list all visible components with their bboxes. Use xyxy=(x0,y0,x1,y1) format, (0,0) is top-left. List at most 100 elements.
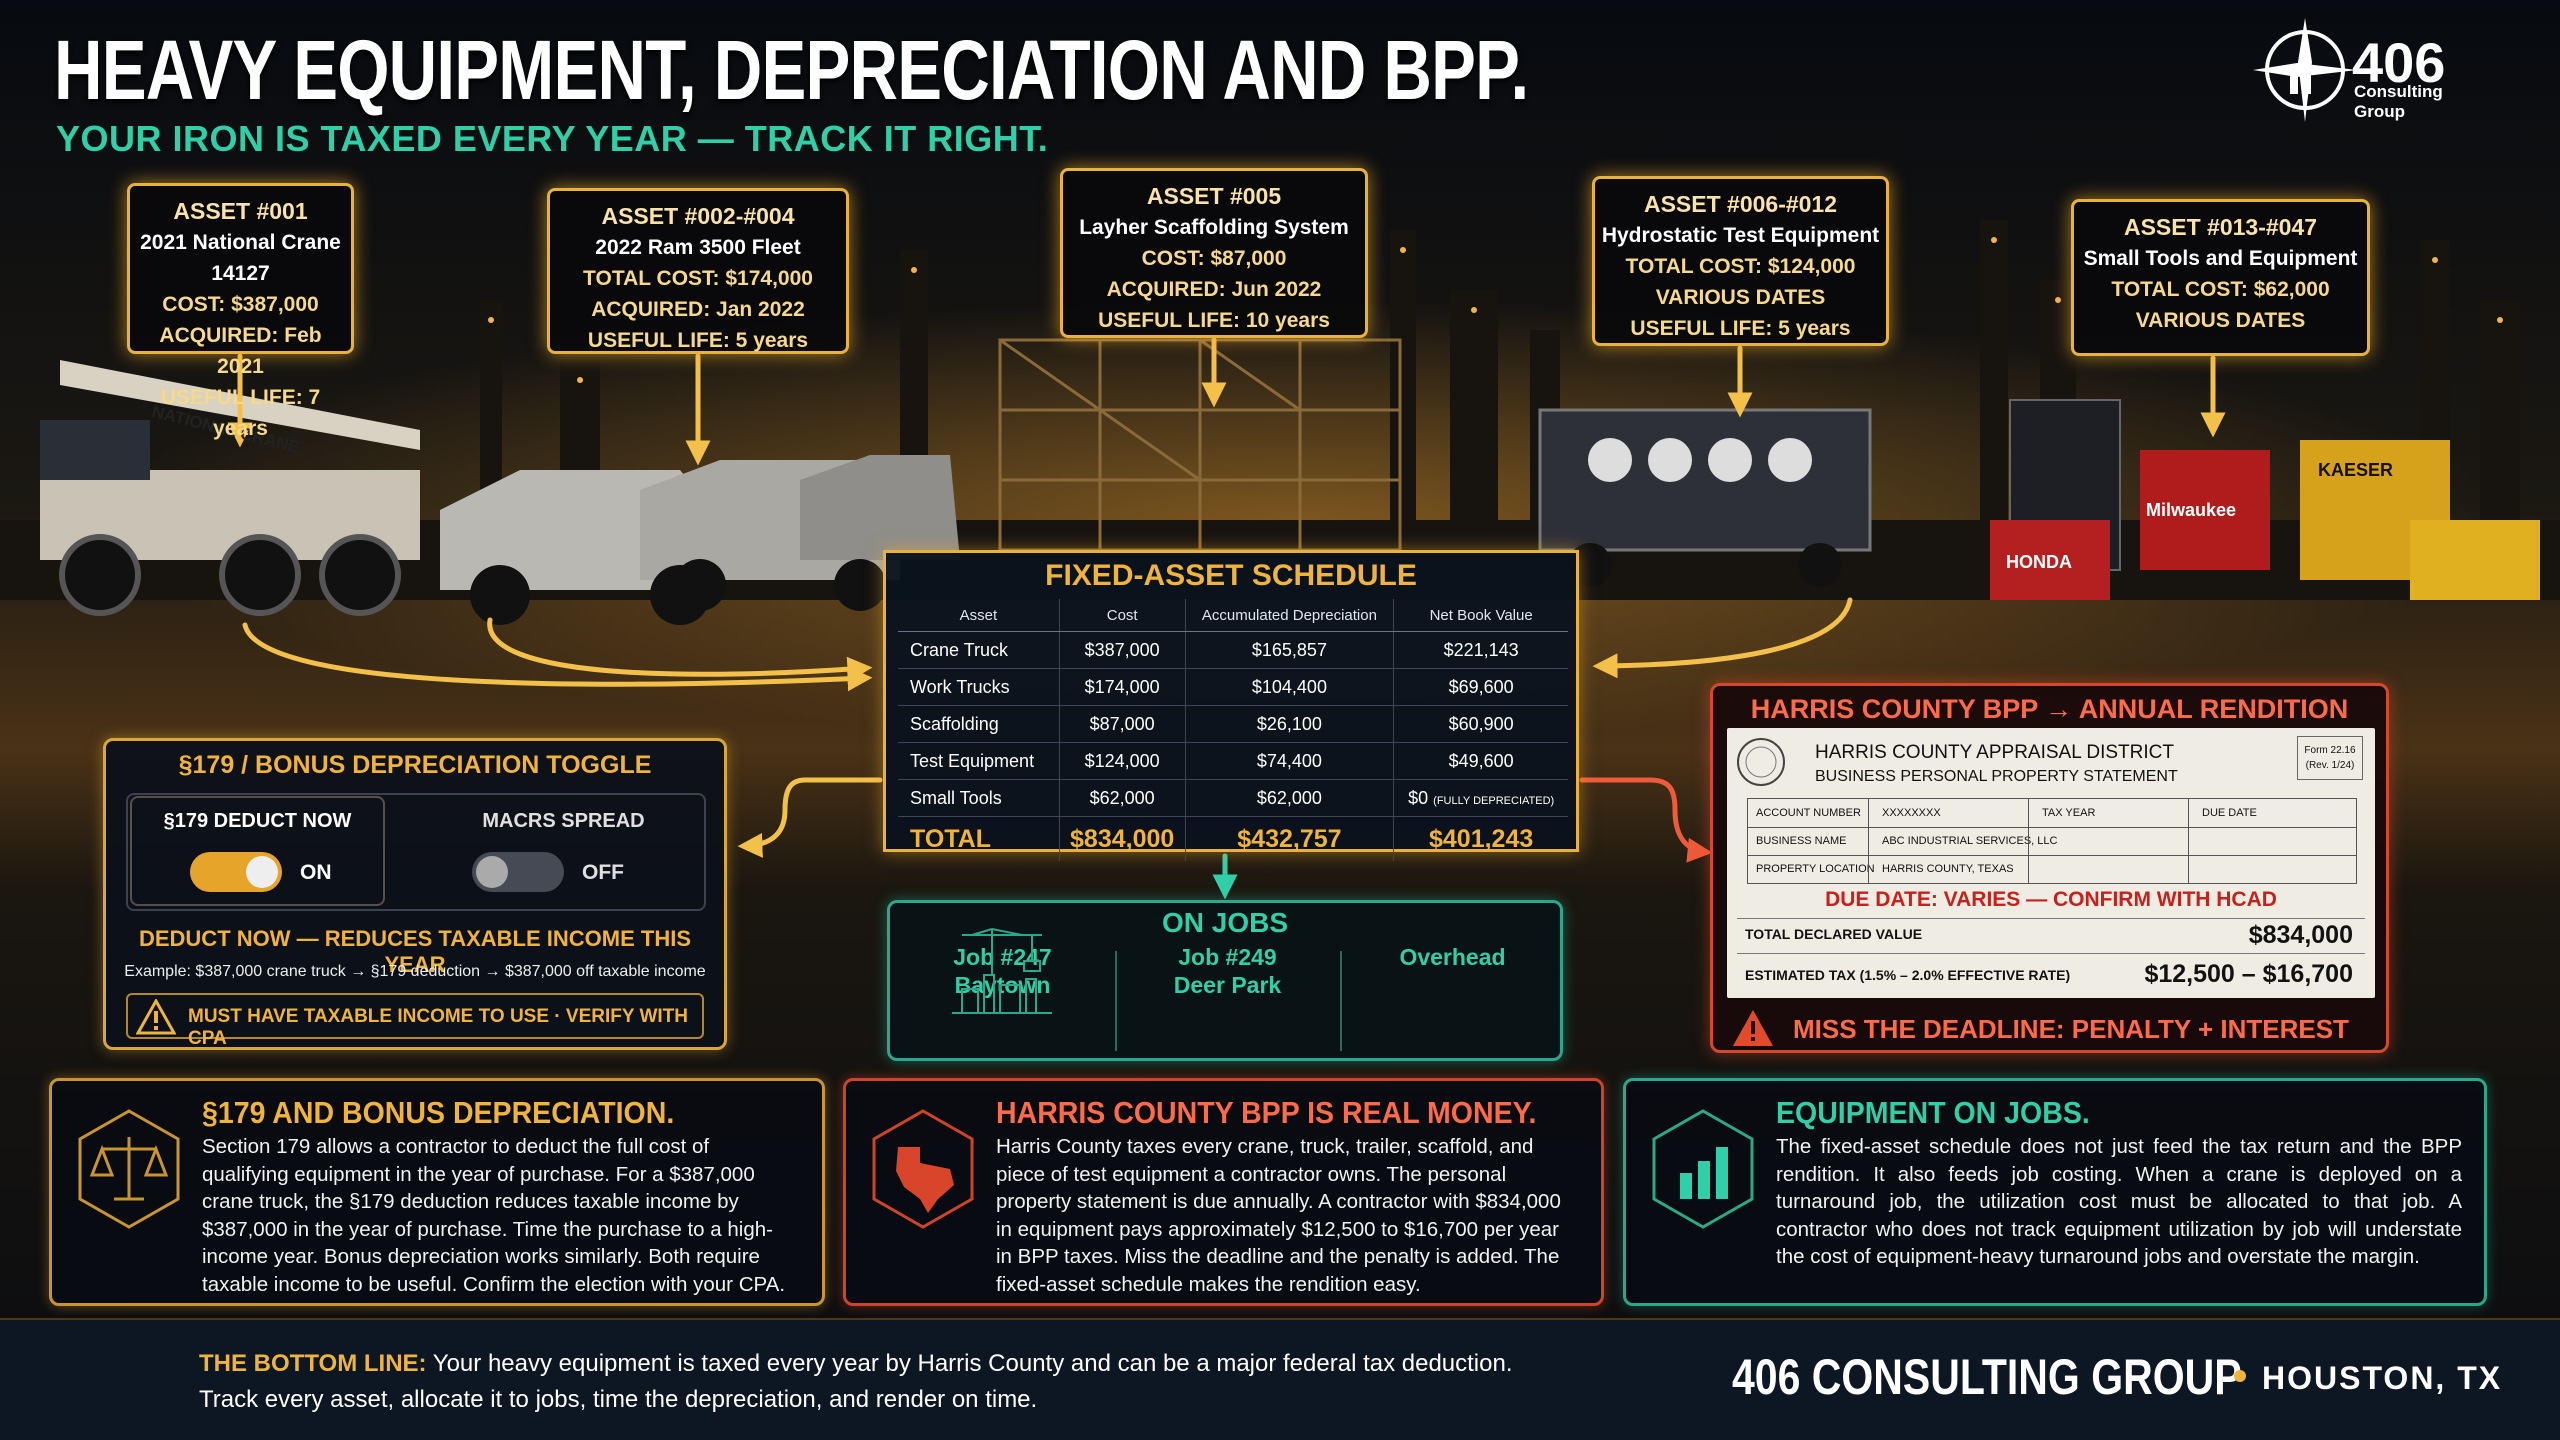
form-field: PROPERTY LOCATION xyxy=(1756,863,1875,875)
total-cell: $401,243 xyxy=(1393,816,1568,861)
compressor-label: KAESER xyxy=(2318,460,2394,480)
total-label: TOTAL DECLARED VALUE xyxy=(1745,926,1923,942)
info-card: HARRIS COUNTY BPP IS REAL MONEY. Harris … xyxy=(843,1078,1604,1306)
toggle-headline: DEDUCT NOW — REDUCES TAXABLE INCOME THIS… xyxy=(138,926,692,977)
footer-text: Track every asset, allocate it to jobs, … xyxy=(199,1386,1038,1413)
asset-detail: Layher Scaffolding System xyxy=(1079,216,1349,239)
toggle-option[interactable]: §179 DEDUCT NOW ON xyxy=(130,796,385,906)
toolbox-label: Milwaukee xyxy=(2146,500,2237,520)
switch-state: OFF xyxy=(582,861,624,884)
table-cell: $387,000 xyxy=(1058,631,1186,669)
form-rule xyxy=(1748,855,2356,856)
card-body: The fixed-asset schedule does not just f… xyxy=(1776,1135,2462,1268)
bpp-form: HARRIS COUNTY APPRAISAL DISTRICT BUSINES… xyxy=(1727,728,2375,998)
asset-detail: USEFUL LIFE: 7 years xyxy=(160,386,321,440)
asset-detail: 2022 Ram 3500 Fleet xyxy=(595,236,801,259)
table-row: Small Tools $62,000 $62,000 $0 (FULLY DEPRE… xyxy=(898,779,1568,817)
footer-text: Your heavy equipment is taxed every year… xyxy=(432,1350,1513,1377)
switch-state: ON xyxy=(300,861,332,884)
card-body: Harris County taxes every crane, truck, … xyxy=(996,1135,1561,1296)
page-title: HEAVY EQUIPMENT, DEPRECIATION AND BPP. xyxy=(54,23,1529,117)
switch-knob xyxy=(476,856,508,888)
table-row: Work Trucks $174,000 $104,400 $69,600 xyxy=(898,668,1568,706)
cell-text: Crane Truck xyxy=(910,639,1009,660)
option-label: MACRS SPREAD xyxy=(482,810,645,832)
form-rule xyxy=(1868,799,1869,883)
asset-detail: 2021 National Crane 14127 xyxy=(140,231,341,285)
logo-text: Consulting Group xyxy=(2354,82,2443,122)
test-equipment-illustration xyxy=(1538,408,1872,587)
toggle-option[interactable]: MACRS SPREAD OFF xyxy=(436,796,691,906)
refinery-lights xyxy=(488,237,2503,383)
table-cell: $87,000 xyxy=(1058,705,1186,743)
fixed-asset-schedule: FIXED-ASSET SCHEDULE Asset Cost Accumulate… xyxy=(883,550,1579,861)
cell-text: Work Trucks xyxy=(910,676,1010,697)
table-cell: Scaffolding xyxy=(898,705,1060,743)
cell-text: Small Tools xyxy=(910,787,1002,808)
rendition-title: HARRIS COUNTY BPP → ANNUAL RENDITION xyxy=(1750,694,2349,724)
table-cell: $26,100 xyxy=(1184,705,1394,743)
generator-label: HONDA xyxy=(2006,552,2072,572)
asset-detail: TOTAL COST: $124,000 xyxy=(1625,255,1856,278)
table-cell: $221,143 xyxy=(1393,631,1568,669)
cell-note: (FULLY DEPRECIATED) xyxy=(1433,794,1555,807)
asset-title: ASSET #013-#047 xyxy=(2123,214,2318,240)
card-icon xyxy=(1652,1109,1754,1229)
logo-number: 406 xyxy=(2352,31,2446,94)
info-card: §179 AND BONUS DEPRECIATION. Section 179… xyxy=(49,1078,825,1306)
card-body: Section 179 allows a contractor to deduc… xyxy=(202,1135,786,1296)
cell-text: $174,000 xyxy=(1084,676,1160,697)
cell-text: $387,000 xyxy=(1084,639,1160,660)
jobs-title: ON JOBS xyxy=(1161,907,1289,938)
column-header: Cost xyxy=(1058,599,1186,632)
cell-text: $165,857 xyxy=(1251,639,1327,660)
switch-off[interactable] xyxy=(472,852,564,892)
switch-on[interactable] xyxy=(190,852,282,892)
small-tools-illustration xyxy=(1990,399,2540,600)
logo-line: Group xyxy=(2354,102,2405,121)
cell-text: $69,600 xyxy=(1448,676,1514,697)
card-title: §179 AND BONUS DEPRECIATION. xyxy=(202,1095,675,1130)
switch-knob xyxy=(246,856,278,888)
table-cell: Crane Truck xyxy=(898,631,1060,669)
form-agency: HARRIS COUNTY APPRAISAL DISTRICT xyxy=(1815,742,2174,763)
asset-detail: VARIOUS DATES xyxy=(2135,309,2306,332)
asset-detail: TOTAL COST: $174,000 xyxy=(583,267,813,290)
card-title: HARRIS COUNTY BPP IS REAL MONEY. xyxy=(996,1095,1537,1130)
asset-title: ASSET #005 xyxy=(1146,183,1282,209)
asset-detail: USEFUL LIFE: 5 years xyxy=(1630,317,1851,340)
table-cell: $69,600 xyxy=(1393,668,1568,706)
total-value: $834,000 xyxy=(2248,921,2353,949)
table-cell: $62,000 xyxy=(1184,779,1394,817)
form-fields: ACCOUNT NUMBER XXXXXXXX TAX YEAR DUE DATE BU… xyxy=(1747,798,2357,884)
column-header: Net Book Value xyxy=(1393,599,1568,632)
form-field: DUE DATE xyxy=(2202,807,2257,819)
asset-detail: COST: $87,000 xyxy=(1141,247,1287,270)
job-divider xyxy=(1340,951,1342,1051)
form-total-row xyxy=(1737,918,2365,954)
table-cell: Test Equipment xyxy=(898,742,1060,780)
option-label: §179 DEDUCT NOW xyxy=(163,810,352,832)
asset-detail: TOTAL COST: $62,000 xyxy=(2111,278,2330,301)
cell-text: $26,100 xyxy=(1256,713,1322,734)
card-icon xyxy=(872,1109,974,1229)
warning-text: MUST HAVE TAXABLE INCOME TO USE · VERIFY… xyxy=(188,1006,689,1049)
form-number: Form 22.16 xyxy=(2304,745,2356,756)
job-item: Job #249 Deer Park xyxy=(1115,943,1340,999)
asset-detail: COST: $387,000 xyxy=(162,293,319,316)
cell-text: $221,143 xyxy=(1443,639,1519,660)
toggle-title: §179 / BONUS DEPRECIATION TOGGLE xyxy=(178,751,652,779)
warning-icon xyxy=(136,999,176,1035)
table-cell: $104,400 xyxy=(1184,668,1394,706)
asset-detail: ACQUIRED: Feb 2021 xyxy=(159,324,322,378)
job-line: Deer Park xyxy=(1173,972,1282,998)
cell-text: Scaffolding xyxy=(910,713,999,734)
asset-detail: Hydrostatic Test Equipment xyxy=(1601,224,1880,247)
form-revision: (Rev. 1/24) xyxy=(2305,760,2355,771)
cell-text: $124,000 xyxy=(1084,750,1160,771)
form-name: BUSINESS PERSONAL PROPERTY STATEMENT xyxy=(1815,768,2178,785)
card-icon xyxy=(78,1109,180,1229)
schedule-title: FIXED-ASSET SCHEDULE xyxy=(1045,559,1417,592)
column-header: Asset xyxy=(898,599,1060,632)
